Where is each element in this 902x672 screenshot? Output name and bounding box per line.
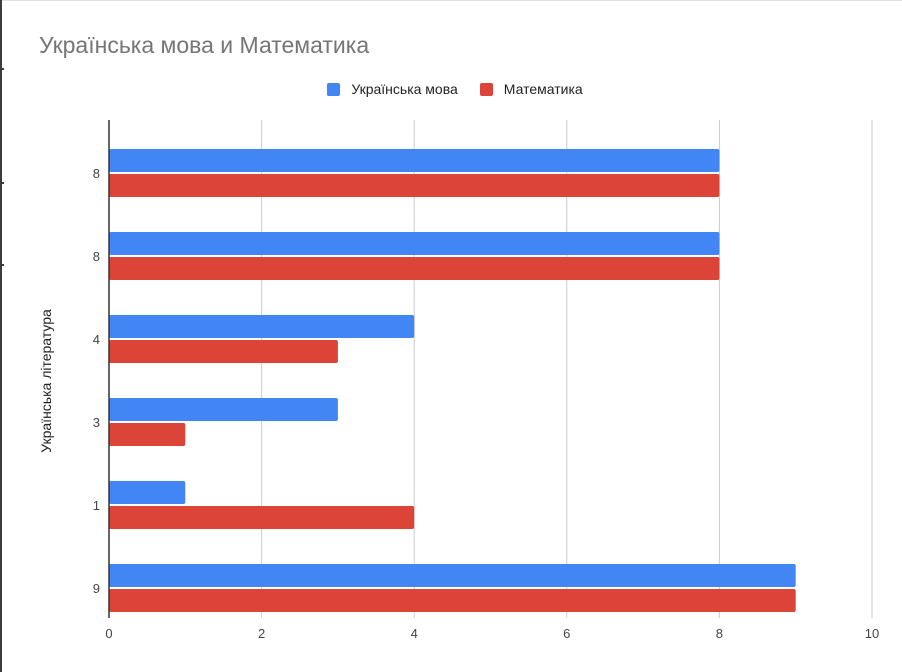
bar-series-2[interactable] bbox=[109, 257, 720, 280]
bar-series-1[interactable] bbox=[109, 398, 338, 421]
y-tick-label: 4 bbox=[93, 332, 100, 347]
bar-series-1[interactable] bbox=[109, 232, 720, 255]
bar-series-2[interactable] bbox=[109, 506, 415, 529]
window-edge-notch bbox=[0, 182, 4, 184]
y-tick-label: 8 bbox=[93, 249, 100, 264]
bar-series-2[interactable] bbox=[109, 174, 720, 197]
y-axis-title: Українська література bbox=[38, 309, 54, 453]
legend-swatch-series-2 bbox=[479, 82, 493, 96]
bar-series-1[interactable] bbox=[109, 481, 186, 504]
window-left-border bbox=[0, 0, 2, 672]
window-top-border bbox=[0, 0, 902, 1]
bar-series-1[interactable] bbox=[109, 149, 720, 172]
bar-series-1[interactable] bbox=[109, 315, 415, 338]
chart-legend: Українська мова Математика bbox=[0, 79, 902, 99]
bar-series-2[interactable] bbox=[109, 589, 796, 612]
window-edge-notch bbox=[0, 68, 4, 70]
y-tick-label: 3 bbox=[93, 415, 100, 430]
gridlines bbox=[261, 120, 873, 618]
x-tick-label: 2 bbox=[258, 626, 265, 641]
y-tick-label: 9 bbox=[93, 581, 100, 596]
bar-series-2[interactable] bbox=[109, 423, 186, 446]
x-tick-label: 10 bbox=[865, 626, 879, 641]
legend-label-series-1: Українська мова bbox=[351, 81, 458, 97]
legend-swatch-series-1 bbox=[327, 82, 341, 96]
x-tick-label: 4 bbox=[411, 626, 418, 641]
y-tick-label: 8 bbox=[93, 166, 100, 181]
tick-labels: 0 2 4 6 8 10 8 8 4 3 1 9 bbox=[93, 166, 879, 641]
bars bbox=[109, 149, 796, 612]
legend-item-series-2[interactable]: Математика bbox=[479, 81, 583, 97]
window-edge-notch bbox=[0, 264, 4, 266]
chart-title: Українська мова и Математика bbox=[39, 32, 370, 58]
x-tick-label: 6 bbox=[563, 626, 570, 641]
y-tick-label: 1 bbox=[93, 498, 100, 513]
bar-series-2[interactable] bbox=[109, 340, 338, 363]
bar-series-1[interactable] bbox=[109, 564, 796, 587]
legend-item-series-1[interactable]: Українська мова bbox=[327, 81, 458, 97]
legend-label-series-2: Математика bbox=[503, 81, 583, 97]
x-tick-label: 0 bbox=[105, 626, 112, 641]
x-tick-label: 8 bbox=[716, 626, 723, 641]
